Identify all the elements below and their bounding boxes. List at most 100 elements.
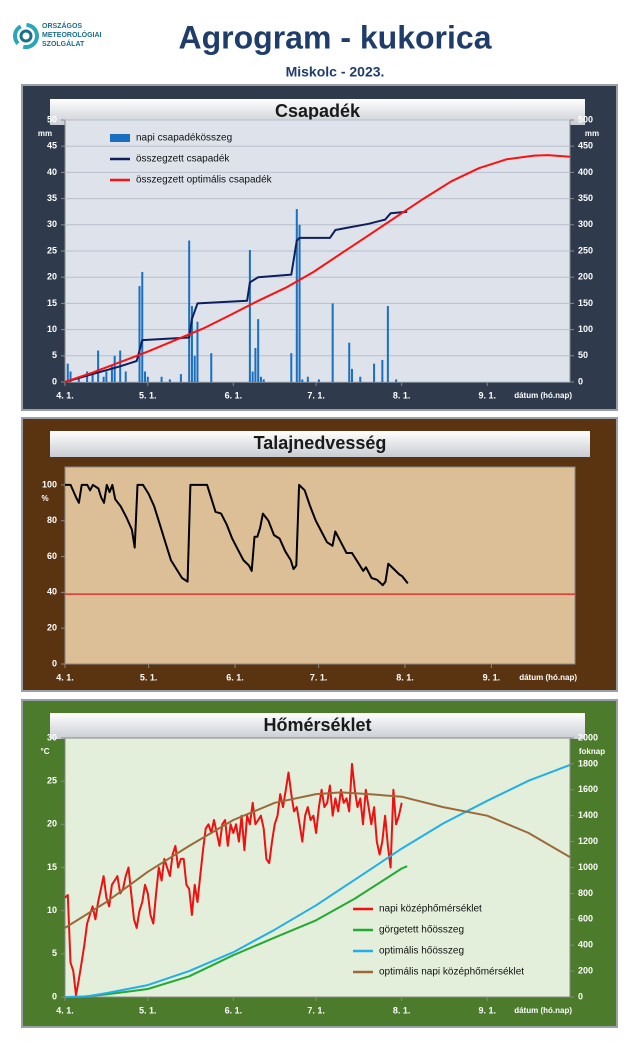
- x-tick-label: 7. 1.: [307, 390, 325, 400]
- x-tick-label: 8. 1.: [393, 390, 411, 400]
- legend-label: napi középhőmérséklet: [379, 904, 482, 915]
- bar: [110, 366, 113, 382]
- legend-swatch: [110, 134, 130, 142]
- y2-tick-label: 1800: [578, 758, 598, 768]
- series-line: [64, 791, 571, 929]
- y-unit: °C: [41, 747, 50, 756]
- y-tick-label: 30: [47, 219, 57, 229]
- x-axis-label: dátum (hó.nap): [514, 391, 572, 400]
- page-title: Agrogram - kukorica: [179, 19, 492, 55]
- bar: [386, 306, 389, 382]
- bar: [257, 319, 260, 382]
- y-tick-label: 25: [47, 776, 57, 786]
- y-tick-label: 5: [52, 948, 57, 958]
- y2-tick-label: 1200: [578, 836, 598, 846]
- bar: [91, 374, 94, 382]
- bar: [381, 359, 384, 382]
- plot-area: [64, 466, 576, 665]
- y2-tick-label: 2000: [578, 732, 598, 742]
- y-tick-label: 80: [47, 515, 57, 525]
- y-tick-label: 10: [47, 905, 57, 915]
- series-line: [64, 210, 408, 383]
- y2-tick-label: 600: [578, 914, 593, 924]
- y-tick-label: 0: [52, 658, 57, 668]
- series-line: [64, 763, 571, 998]
- bar: [262, 379, 265, 382]
- x-tick-label: 6. 1.: [225, 390, 243, 400]
- bar: [138, 286, 141, 382]
- x-tick-label: 4. 1.: [56, 1005, 74, 1015]
- bar: [188, 240, 191, 382]
- bar: [373, 363, 376, 382]
- y-tick-label: 60: [47, 551, 57, 561]
- y2-tick-label: 100: [578, 324, 593, 334]
- legend-label: napi csapadékösszeg: [136, 133, 232, 144]
- bar: [359, 376, 362, 382]
- y-tick-label: 0: [52, 376, 57, 386]
- series-line: [78, 865, 408, 998]
- title-bar: [50, 713, 585, 739]
- y2-tick-label: 1600: [578, 784, 598, 794]
- y-tick-label: 5: [52, 350, 57, 360]
- bar: [179, 374, 182, 382]
- x-tick-label: 6. 1.: [226, 672, 244, 682]
- bar: [190, 306, 193, 382]
- bar: [105, 371, 108, 382]
- y2-tick-label: 150: [578, 298, 593, 308]
- x-tick-label: 4. 1.: [56, 672, 74, 682]
- y2-tick-label: 350: [578, 193, 593, 203]
- y-tick-label: 10: [47, 324, 57, 334]
- bar: [69, 371, 72, 382]
- y-tick-label: 30: [47, 732, 57, 742]
- bar: [290, 353, 293, 382]
- y-tick-label: 20: [47, 623, 57, 633]
- y2-tick-label: 200: [578, 965, 593, 975]
- bar: [97, 350, 100, 382]
- bar: [124, 371, 127, 382]
- bar: [160, 376, 163, 382]
- y-tick-label: 0: [52, 991, 57, 1001]
- legend-label: görgetett hőösszeg: [379, 925, 464, 936]
- x-tick-label: 5. 1.: [139, 1005, 157, 1015]
- y-tick-label: 45: [47, 141, 57, 151]
- bar: [306, 376, 309, 382]
- y-unit: mm: [38, 129, 52, 138]
- y-tick-label: 50: [47, 114, 57, 124]
- y2-tick-label: 300: [578, 219, 593, 229]
- bar: [348, 342, 351, 382]
- y-tick-label: 20: [47, 272, 57, 282]
- series-line: [65, 483, 409, 587]
- plot-area: [64, 737, 571, 998]
- y2-tick-label: 400: [578, 940, 593, 950]
- bar: [259, 376, 262, 382]
- y2-tick-label: 50: [578, 350, 588, 360]
- legend-label: optimális napi középhőmérséklet: [379, 967, 524, 978]
- y-tick-label: 100: [42, 479, 57, 489]
- bar: [144, 371, 147, 382]
- y-unit: %: [41, 494, 48, 503]
- x-tick-label: 8. 1.: [396, 672, 414, 682]
- bar: [254, 347, 257, 382]
- bar: [102, 376, 105, 382]
- bar: [196, 321, 199, 382]
- y2-tick-label: 0: [578, 376, 583, 386]
- bar: [141, 271, 144, 382]
- x-tick-label: 5. 1.: [139, 390, 157, 400]
- bar: [395, 379, 398, 382]
- y-tick-label: 40: [47, 167, 57, 177]
- bar: [331, 303, 334, 382]
- y-tick-label: 20: [47, 819, 57, 829]
- x-tick-label: 9. 1.: [483, 672, 501, 682]
- x-tick-label: 5. 1.: [140, 672, 158, 682]
- bar: [86, 371, 89, 382]
- y-tick-label: 15: [47, 862, 57, 872]
- bar: [168, 379, 171, 382]
- x-tick-label: 8. 1.: [393, 1005, 411, 1015]
- bar: [295, 209, 298, 382]
- y2-tick-label: 250: [578, 245, 593, 255]
- y-tick-label: 25: [47, 245, 57, 255]
- y2-tick-label: 1400: [578, 810, 598, 820]
- x-tick-label: 9. 1.: [478, 390, 496, 400]
